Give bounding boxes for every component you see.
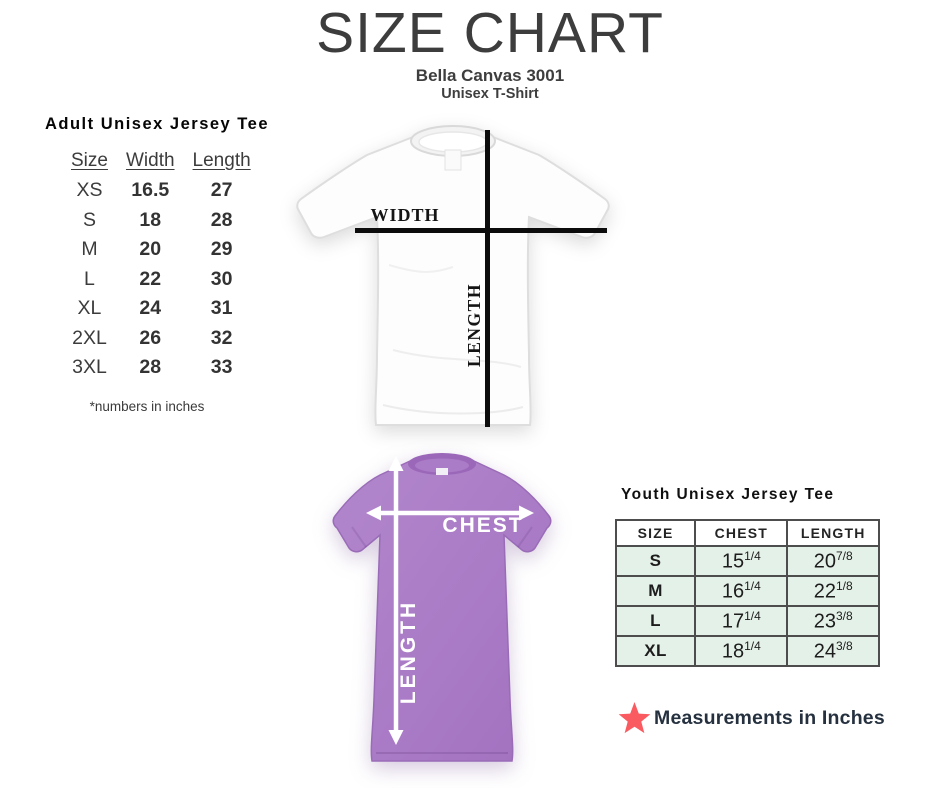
adult-table-row: M 20 29 xyxy=(62,235,260,265)
length-measure-line xyxy=(485,130,490,427)
youth-cell-length: 207/8 xyxy=(786,545,880,577)
youth-cell-chest: 161/4 xyxy=(694,575,789,607)
adult-cell-length: 32 xyxy=(210,326,233,349)
length-measure-arrow xyxy=(388,456,404,745)
youth-tshirt-diagram: CHEST LENGTH xyxy=(292,447,592,772)
adult-cell-width: 28 xyxy=(139,356,162,379)
youth-cell-size: L xyxy=(614,605,697,637)
adult-cell-size: 2XL xyxy=(72,326,107,349)
adult-cell-width: 18 xyxy=(139,208,162,231)
youth-table-row: L 171/4 233/8 xyxy=(614,605,880,637)
width-label: WIDTH xyxy=(370,205,440,225)
adult-cell-width: 24 xyxy=(139,297,162,320)
adult-table-row: L 22 30 xyxy=(62,265,260,295)
subtitle-brand: Bella Canvas 3001 xyxy=(415,65,565,85)
youth-cell-size: S xyxy=(614,545,697,577)
adult-header-row: Size Width Length xyxy=(62,148,260,176)
adult-cell-length: 28 xyxy=(210,208,233,231)
adult-cell-size: M xyxy=(81,238,98,261)
neck-tag xyxy=(444,149,462,171)
adult-section-heading: Adult Unisex Jersey Tee xyxy=(44,115,270,133)
youth-table-body: S 151/4 207/8 M 161/4 221/8 L 171/4 233/8 XL 181/4… xyxy=(614,545,880,667)
adult-cell-length: 33 xyxy=(210,356,233,379)
youth-header-row: SIZE CHEST LENGTH xyxy=(614,519,880,547)
adult-cell-size: L xyxy=(84,267,95,290)
page-title: SIZE CHART xyxy=(316,1,664,65)
adult-column-header: Length xyxy=(192,150,251,171)
adult-cell-width: 16.5 xyxy=(131,179,170,202)
youth-size-table: SIZE CHEST LENGTH S 151/4 207/8 M 161/4 221/8 L 1… xyxy=(614,519,880,667)
youth-table-row: XL 181/4 243/8 xyxy=(614,635,880,667)
adult-table-row: XL 24 31 xyxy=(62,294,260,324)
adult-table-row: S 18 28 xyxy=(62,206,260,236)
adult-table-body: XS 16.5 27 S 18 28 M 20 29 L 22 30 XL 24 31 2XL 26 32 3XL 2… xyxy=(62,176,260,383)
adult-table-row: 2XL 26 32 xyxy=(62,324,260,354)
adult-cell-size: XS xyxy=(76,179,103,202)
chest-label: CHEST xyxy=(442,514,524,537)
youth-column-header: CHEST xyxy=(694,519,789,547)
adult-size-section: Adult Unisex Jersey Tee Size Width Length … xyxy=(22,115,292,414)
adult-cell-size: XL xyxy=(77,297,102,320)
header: SIZE CHART Bella Canvas 3001 Unisex T-Sh… xyxy=(40,0,940,102)
youth-cell-size: M xyxy=(614,575,697,607)
youth-column-header: LENGTH xyxy=(786,519,880,547)
length-label: LENGTH xyxy=(397,599,420,705)
adult-cell-length: 29 xyxy=(210,238,233,261)
width-measure-line xyxy=(355,228,607,233)
adult-column-header: Size xyxy=(71,150,108,171)
adult-cell-size: S xyxy=(82,208,96,231)
adult-cell-width: 26 xyxy=(139,326,162,349)
youth-table-row: M 161/4 221/8 xyxy=(614,575,880,607)
adult-cell-width: 20 xyxy=(139,238,162,261)
youth-size-section: Youth Unisex Jersey Tee SIZE CHEST LENGTH … xyxy=(614,486,887,667)
adult-footnote: *numbers in inches xyxy=(89,398,205,414)
adult-cell-length: 27 xyxy=(210,179,233,202)
adult-column-header: Width xyxy=(125,150,175,171)
youth-column-header: SIZE xyxy=(614,519,697,547)
adult-cell-length: 30 xyxy=(210,267,233,290)
youth-cell-chest: 151/4 xyxy=(694,545,789,577)
adult-cell-length: 31 xyxy=(210,297,233,320)
adult-cell-width: 22 xyxy=(139,267,162,290)
youth-cell-length: 221/8 xyxy=(786,575,880,607)
adult-table-row: XS 16.5 27 xyxy=(62,176,260,206)
neck-tag xyxy=(436,468,448,475)
white-tshirt-image xyxy=(296,125,610,426)
subtitle-product: Unisex T-Shirt xyxy=(441,85,539,102)
adult-size-table: Size Width Length XS 16.5 27 S 18 28 M 20 29 L 22 30 X… xyxy=(62,148,260,383)
adult-tshirt-diagram: WIDTH LENGTH xyxy=(283,105,623,450)
measurement-note: Measurements in Inches xyxy=(616,700,906,737)
length-label: LENGTH xyxy=(464,283,484,367)
measurement-note-text: Measurements in Inches xyxy=(654,707,885,729)
youth-cell-size: XL xyxy=(614,635,697,667)
adult-table-row: 3XL 28 33 xyxy=(62,353,260,383)
youth-section-heading: Youth Unisex Jersey Tee xyxy=(621,486,835,503)
star-icon xyxy=(618,702,651,734)
adult-cell-size: 3XL xyxy=(72,356,107,379)
youth-cell-length: 243/8 xyxy=(786,635,880,667)
youth-cell-chest: 181/4 xyxy=(694,635,789,667)
purple-tshirt-image xyxy=(332,453,552,762)
youth-cell-chest: 171/4 xyxy=(694,605,789,637)
chest-measure-arrow xyxy=(366,505,534,521)
youth-table-row: S 151/4 207/8 xyxy=(614,545,880,577)
youth-cell-length: 233/8 xyxy=(786,605,880,637)
